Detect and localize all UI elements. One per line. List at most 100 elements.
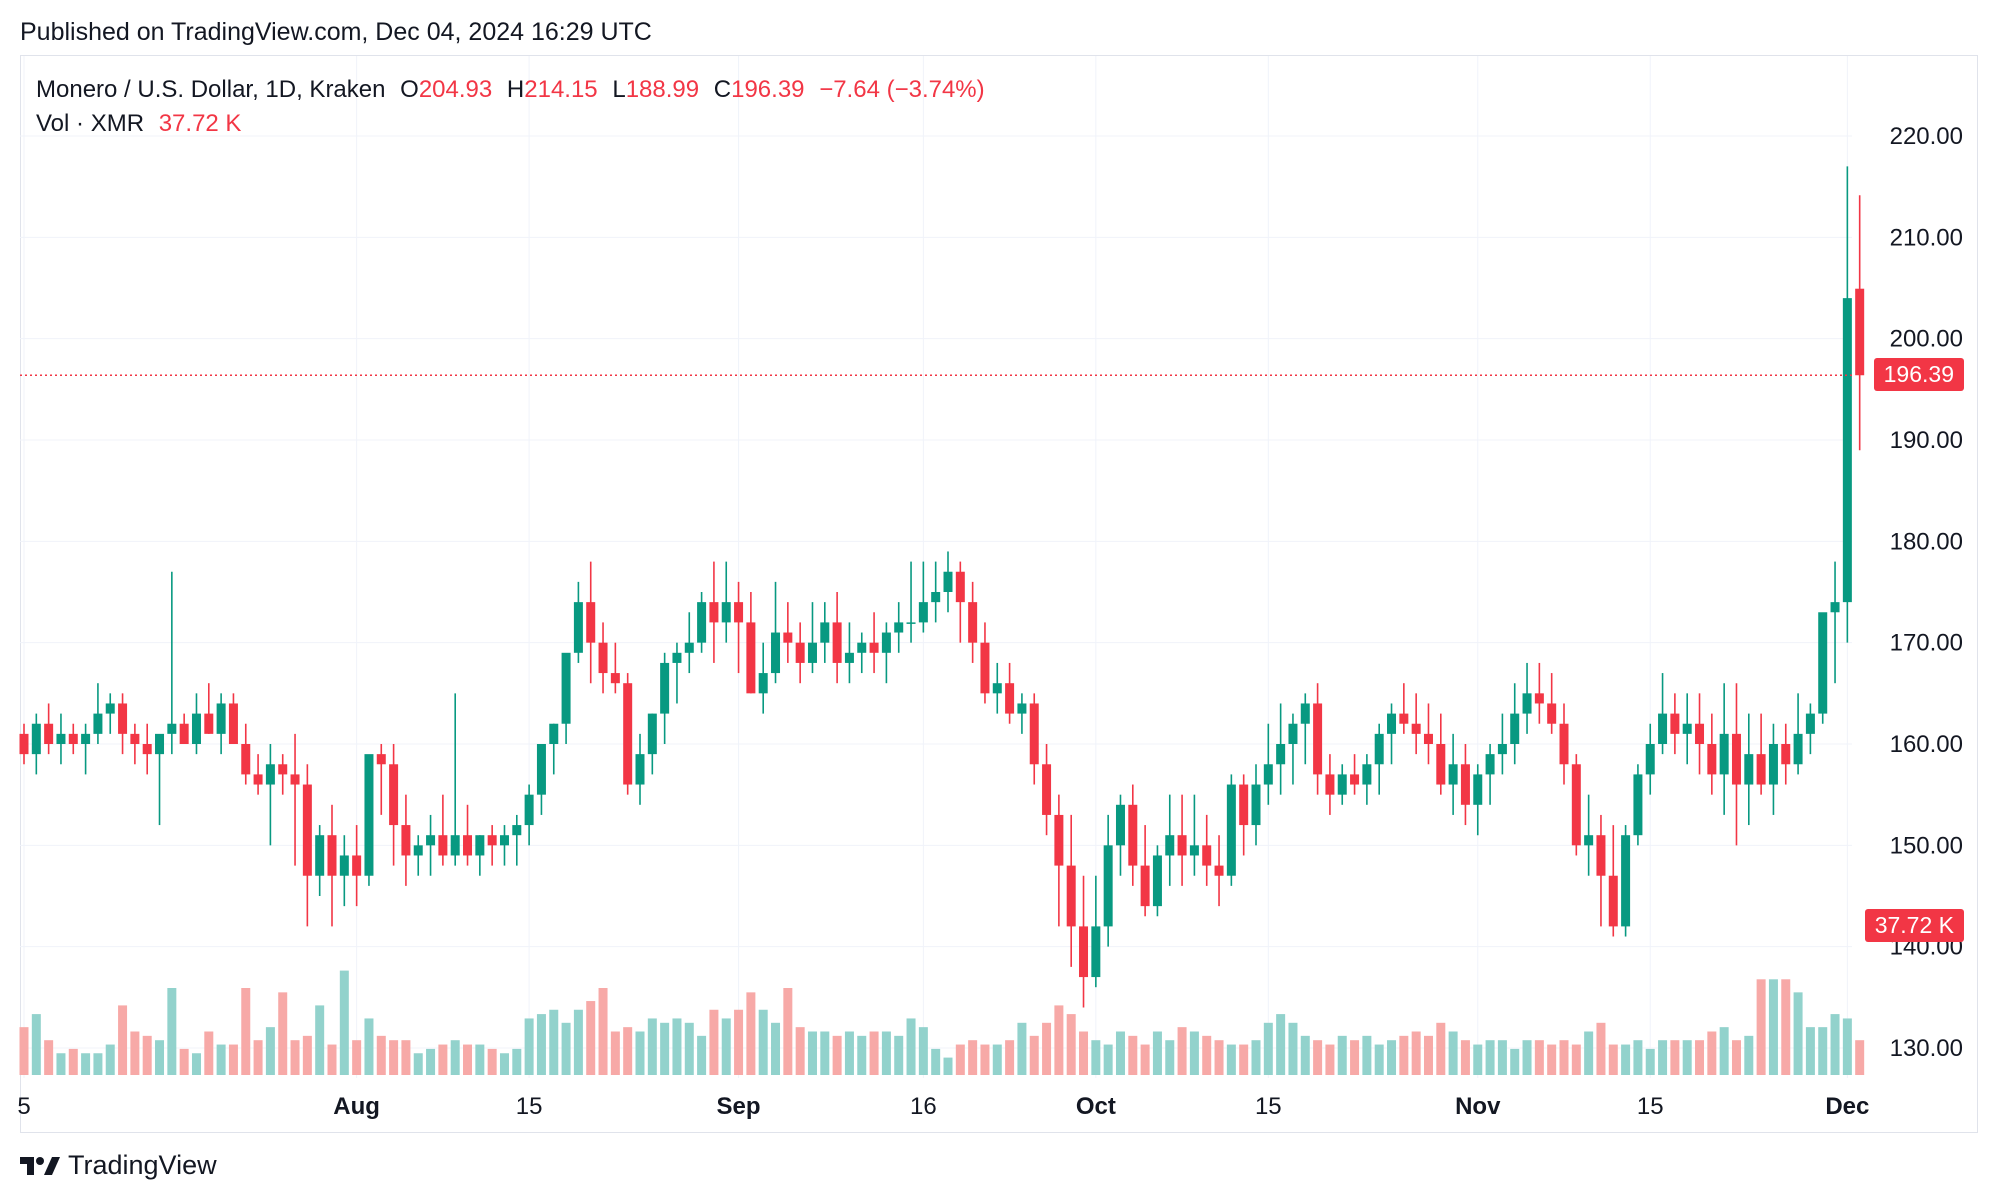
volume-bar [1042,1022,1052,1075]
legend-low-value: 188.99 [625,76,700,103]
volume-bar [992,1044,1002,1075]
volume-bar [771,1022,781,1075]
candle-body [1670,713,1680,734]
volume-bar [1842,1018,1852,1075]
volume-bar [302,1035,312,1075]
volume-bar [1695,1040,1705,1075]
candle-body [1744,754,1754,785]
volume-bar [1448,1031,1458,1075]
x-tick-label: Dec [1825,1093,1869,1120]
volume-bar [401,1040,411,1075]
volume-bar [93,1053,103,1075]
legend-volume-label[interactable]: Vol · XMR [36,110,145,137]
candle-body [1214,865,1224,876]
volume-bar [1497,1040,1507,1075]
volume-bar [1423,1035,1433,1075]
volume-bar [228,1044,238,1075]
candle-body [709,602,719,623]
candle-body [968,602,978,643]
volume-bar [1399,1035,1409,1075]
candle-body [1522,693,1532,714]
volume-bar [1276,1014,1286,1075]
volume-bar [1571,1044,1581,1075]
legend-main: Monero / U.S. Dollar, 1D, Kraken O204.93… [36,76,993,104]
candle-body [992,683,1002,694]
volume-bar [1645,1048,1655,1075]
candle-body [1103,845,1113,927]
candle-body [31,723,41,755]
candle-body [1805,713,1815,734]
candle-body [1485,754,1495,775]
candle-body [290,774,300,785]
volume-bar [1670,1040,1680,1075]
candle-body [1411,723,1421,734]
volume-bar [684,1022,694,1075]
candle-body [1768,744,1778,785]
candle-body [413,845,423,856]
volume-bar [475,1044,485,1075]
candle-body [1029,703,1039,765]
candle-body [1263,764,1273,785]
volume-bar [155,1040,165,1075]
volume-bar [561,1022,571,1075]
volume-bar [1251,1040,1261,1075]
candle-body [1165,835,1175,856]
candle-body [561,652,571,724]
candle-body [1731,733,1741,785]
candle-body [1300,703,1310,724]
time-axis[interactable]: 5 Aug 15 Sep 16 Oct 15 Nov 15 Dec [17,1093,1869,1120]
volume-bar [1103,1044,1113,1075]
volume-bar [118,1005,128,1075]
volume-bar [1202,1035,1212,1075]
candle-body [1017,703,1027,714]
candle-body [598,642,608,674]
candle-body [943,571,953,592]
candle-body [228,703,238,744]
volume-bar [1374,1044,1384,1075]
volume-bar [1731,1040,1741,1075]
candle-body [1423,733,1433,744]
volume-bar [783,988,793,1075]
volume-bar [191,1053,201,1075]
candle-body [721,602,731,623]
volume-bar [980,1044,990,1075]
volume-bar [1079,1031,1089,1075]
volume-bar [1362,1035,1372,1075]
candle-body [278,764,288,775]
grid-lines [20,56,1852,1078]
candle-body [1436,744,1446,785]
candle-body [1497,744,1507,755]
candle-body [647,713,657,755]
candle-body [1066,865,1076,927]
volume-bar [1584,1031,1594,1075]
y-tick-label: 210.00 [1890,224,1963,251]
candle-body [364,754,374,876]
volume-bar [968,1040,978,1075]
x-tick-label: Nov [1455,1093,1501,1120]
volume-bar [438,1044,448,1075]
volume-bar [1744,1035,1754,1075]
volume-bar [672,1018,682,1075]
volume-bar [327,1044,337,1075]
candle-body [475,835,485,856]
price-axis[interactable]: 220.00 210.00 200.00 190.00 180.00 170.00 160.… [1890,123,1963,1062]
candle-body [832,622,842,663]
volume-bar [1756,979,1766,1075]
candle-body [93,713,103,734]
y-tick-label: 170.00 [1890,630,1963,657]
volume-bar [1793,992,1803,1075]
volume-bar [857,1035,867,1075]
volume-bar [1596,1022,1606,1075]
volume-bar [1818,1027,1828,1075]
volume-bar [869,1031,879,1075]
volume-bar [1559,1040,1569,1075]
candle-body [130,733,140,744]
volume-bar [1140,1044,1150,1075]
y-tick-label: 130.00 [1890,1035,1963,1062]
volume-bar [81,1053,91,1075]
volume-bar [204,1031,214,1075]
legend-symbol[interactable]: Monero / U.S. Dollar, 1D, Kraken [36,76,386,103]
y-tick-label: 180.00 [1890,528,1963,555]
volume-bar [1658,1040,1668,1075]
